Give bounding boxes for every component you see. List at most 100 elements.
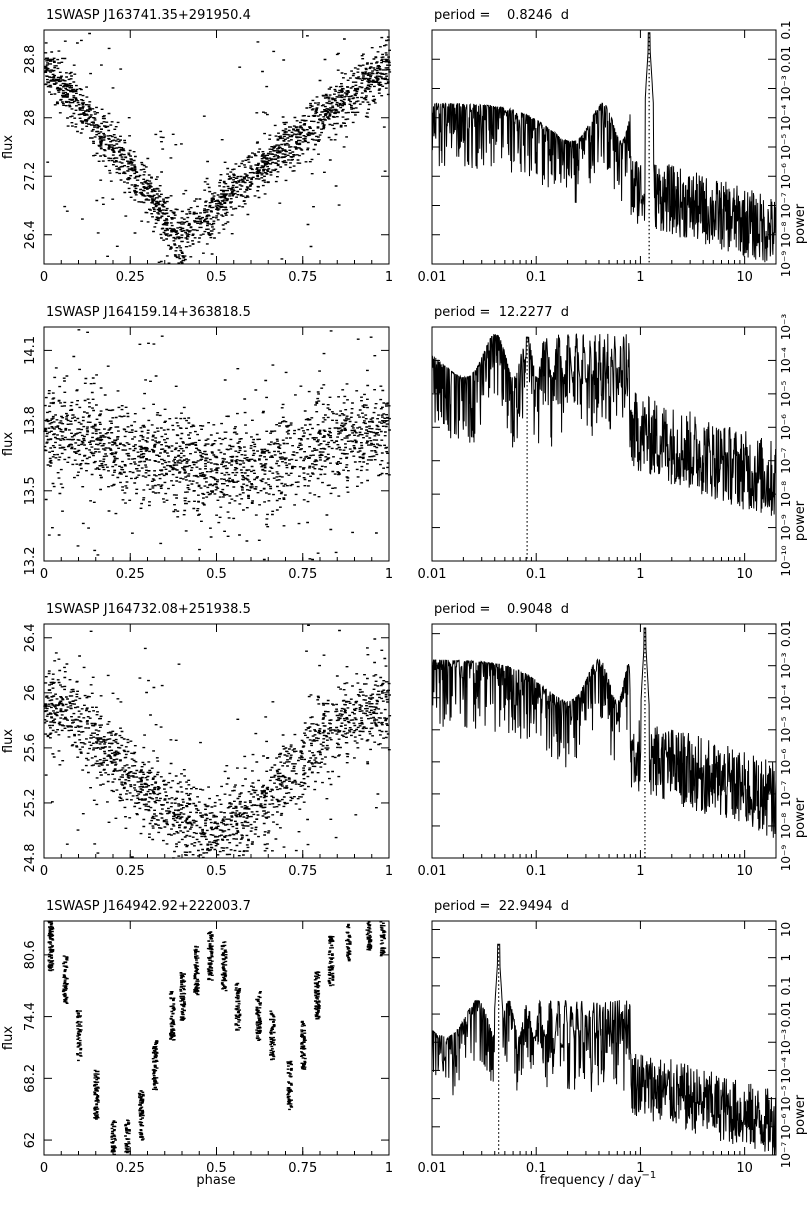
x-tick-label: 1 bbox=[385, 270, 393, 285]
periodogram-title-0: period = 0.8246 d bbox=[434, 8, 569, 23]
y-tick-label: 10⁻⁵ bbox=[779, 380, 793, 407]
periodogram-panel-2: period = 0.9048 d 0.01 0.1 1 10 10⁻⁹ 10⁻⁸ 10⁻⁷ 1… bbox=[418, 602, 808, 879]
x-tick-label: 0.25 bbox=[116, 270, 145, 285]
lightcurve-panel-3: 1SWASP J164942.92+222003.7 0 0.25 0.5 0.75 1 6… bbox=[1, 899, 393, 1176]
x-tick-label: 0.5 bbox=[206, 270, 227, 285]
x-tick-label: 0.01 bbox=[418, 567, 447, 582]
x-tick-label: 1 bbox=[636, 864, 644, 879]
x-tick-label: 0.25 bbox=[116, 864, 145, 879]
lightcurve-points-3 bbox=[47, 920, 387, 1156]
y-tick-label: 74.4 bbox=[23, 1002, 38, 1031]
y-tick-label: 10⁻⁴ bbox=[779, 347, 793, 374]
x-tick-label: 10 bbox=[736, 1161, 753, 1176]
y-tick-label: 24.8 bbox=[23, 844, 38, 873]
y-tick-label: 10⁻⁸ bbox=[779, 813, 793, 840]
y-axis-label-power: power bbox=[793, 203, 808, 244]
lightcurve-points-2 bbox=[43, 624, 392, 859]
x-tick-label: 0.75 bbox=[288, 567, 317, 582]
y-tick-label: 10⁻⁷ bbox=[779, 781, 793, 808]
lightcurve-title-2: 1SWASP J164732.08+251938.5 bbox=[46, 602, 251, 617]
x-tick-label: 0.1 bbox=[526, 864, 547, 879]
lightcurve-points-0 bbox=[43, 32, 392, 264]
x-tick-label: 0 bbox=[40, 1161, 48, 1176]
y-tick-label: 62 bbox=[23, 1132, 38, 1149]
x-tick-label: 0.25 bbox=[116, 1161, 145, 1176]
lightcurve-panel-0: 1SWASP J163741.35+291950.4 0 0.25 0.5 0.75 1 2… bbox=[1, 8, 393, 285]
y-tick-label: 10⁻⁷ bbox=[779, 447, 793, 474]
y-tick-label: 10⁻⁹ bbox=[779, 514, 793, 541]
y-tick-label: 27.2 bbox=[23, 162, 38, 191]
lightcurve-title-3: 1SWASP J164942.92+222003.7 bbox=[46, 899, 251, 914]
y-axis-label-flux: flux bbox=[1, 729, 16, 753]
y-tick-label: 0.01 bbox=[779, 46, 793, 73]
y-tick-label: 10⁻⁵ bbox=[779, 134, 793, 161]
x-tick-label: 0.01 bbox=[418, 864, 447, 879]
y-tick-label: 28 bbox=[23, 109, 38, 126]
x-axis-label-frequency-text: frequency / day bbox=[540, 1173, 642, 1188]
x-tick-label: 0.1 bbox=[526, 270, 547, 285]
periodogram-line-2 bbox=[432, 627, 776, 838]
y-tick-label: 0.1 bbox=[779, 976, 793, 995]
x-tick-label: 0.75 bbox=[288, 1161, 317, 1176]
x-tick-label: 0.5 bbox=[206, 1161, 227, 1176]
lightcurve-panel-2: 1SWASP J164732.08+251938.5 0 0.25 0.5 0.75 1 2… bbox=[1, 602, 393, 879]
y-tick-label: 10⁻¹⁰ bbox=[779, 545, 793, 576]
periodogram-title-3: period = 22.9494 d bbox=[434, 899, 569, 914]
lightcurve-panel-1: 1SWASP J164159.14+363818.5 0 0.25 0.5 0.75 1 1… bbox=[1, 305, 393, 582]
x-tick-label: 0.1 bbox=[526, 567, 547, 582]
y-tick-label: 10⁻⁹ bbox=[779, 251, 793, 278]
x-tick-label: 0.5 bbox=[206, 567, 227, 582]
y-tick-label: 25.2 bbox=[23, 788, 38, 817]
x-axis-label-frequency: frequency / day−1 bbox=[540, 1170, 657, 1188]
y-tick-label: 80.6 bbox=[23, 940, 38, 969]
x-axis-label-frequency-exponent: −1 bbox=[642, 1170, 657, 1181]
periodogram-line-3 bbox=[432, 943, 776, 1155]
lightcurve-point-set bbox=[43, 32, 392, 264]
x-tick-label: 0.01 bbox=[418, 1161, 447, 1176]
y-tick-label: 26.4 bbox=[23, 220, 38, 249]
periodogram-panel-1-frame bbox=[431, 326, 777, 562]
x-tick-label: 1 bbox=[636, 270, 644, 285]
lightcurve-points-1 bbox=[43, 329, 391, 561]
periodogram-panel-0: period = 0.8246 d 0.01 0.1 1 10 10⁻⁹ 10⁻⁸ 10⁻⁷ 1… bbox=[418, 8, 808, 285]
y-tick-label: 26 bbox=[23, 685, 38, 702]
y-tick-label: 10⁻⁶ bbox=[779, 414, 793, 441]
x-tick-label: 0.75 bbox=[288, 864, 317, 879]
y-tick-label: 10⁻⁶ bbox=[779, 163, 793, 190]
y-axis-label-flux: flux bbox=[1, 432, 16, 456]
y-tick-label: 10⁻⁸ bbox=[779, 221, 793, 248]
x-tick-label: 10 bbox=[736, 864, 753, 879]
y-tick-label: 0.01 bbox=[779, 1001, 793, 1028]
y-tick-label: 26.4 bbox=[23, 623, 38, 652]
x-axis-label-phase: phase bbox=[196, 1173, 235, 1188]
periodogram-line-1 bbox=[432, 333, 776, 516]
periodogram-panel-2-frame bbox=[431, 623, 777, 859]
periodogram-title-2: period = 0.9048 d bbox=[434, 602, 569, 617]
y-tick-label: 0.1 bbox=[779, 20, 793, 39]
y-tick-label: 10⁻⁷ bbox=[779, 1142, 793, 1169]
y-tick-label: 10⁻⁵ bbox=[779, 716, 793, 743]
y-tick-label: 10⁻⁵ bbox=[779, 1085, 793, 1112]
lightcurve-title-0: 1SWASP J163741.35+291950.4 bbox=[46, 8, 251, 23]
y-tick-label: 13.5 bbox=[23, 476, 38, 505]
y-tick-label: 13.2 bbox=[23, 547, 38, 576]
x-tick-label: 0.25 bbox=[116, 567, 145, 582]
y-tick-label: 0.01 bbox=[779, 620, 793, 647]
lightcurve-point-set bbox=[43, 624, 392, 859]
x-tick-label: 0.1 bbox=[526, 1161, 547, 1176]
periodogram-panel-1: period = 12.2277 d 0.01 0.1 1 10 10⁻¹⁰ 10⁻⁹ 10⁻… bbox=[418, 305, 808, 582]
lightcurve-point-set bbox=[43, 329, 391, 561]
y-axis-label-power: power bbox=[793, 1094, 808, 1135]
lightcurve-panel-3-frame bbox=[43, 920, 390, 1156]
y-tick-label: 68.2 bbox=[23, 1064, 38, 1093]
y-tick-label: 1 bbox=[779, 954, 793, 962]
y-tick-label: 10⁻⁷ bbox=[779, 192, 793, 219]
x-tick-label: 1 bbox=[636, 1161, 644, 1176]
x-tick-label: 1 bbox=[385, 864, 393, 879]
y-tick-label: 28.8 bbox=[23, 45, 38, 74]
y-tick-label: 10⁻⁶ bbox=[779, 1113, 793, 1140]
x-tick-label: 0.01 bbox=[418, 270, 447, 285]
x-tick-label: 0 bbox=[40, 270, 48, 285]
periodogram-panel-3: period = 22.9494 d 0.01 0.1 1 10 10⁻⁷ 10⁻⁶10⁻⁵… bbox=[418, 899, 808, 1176]
